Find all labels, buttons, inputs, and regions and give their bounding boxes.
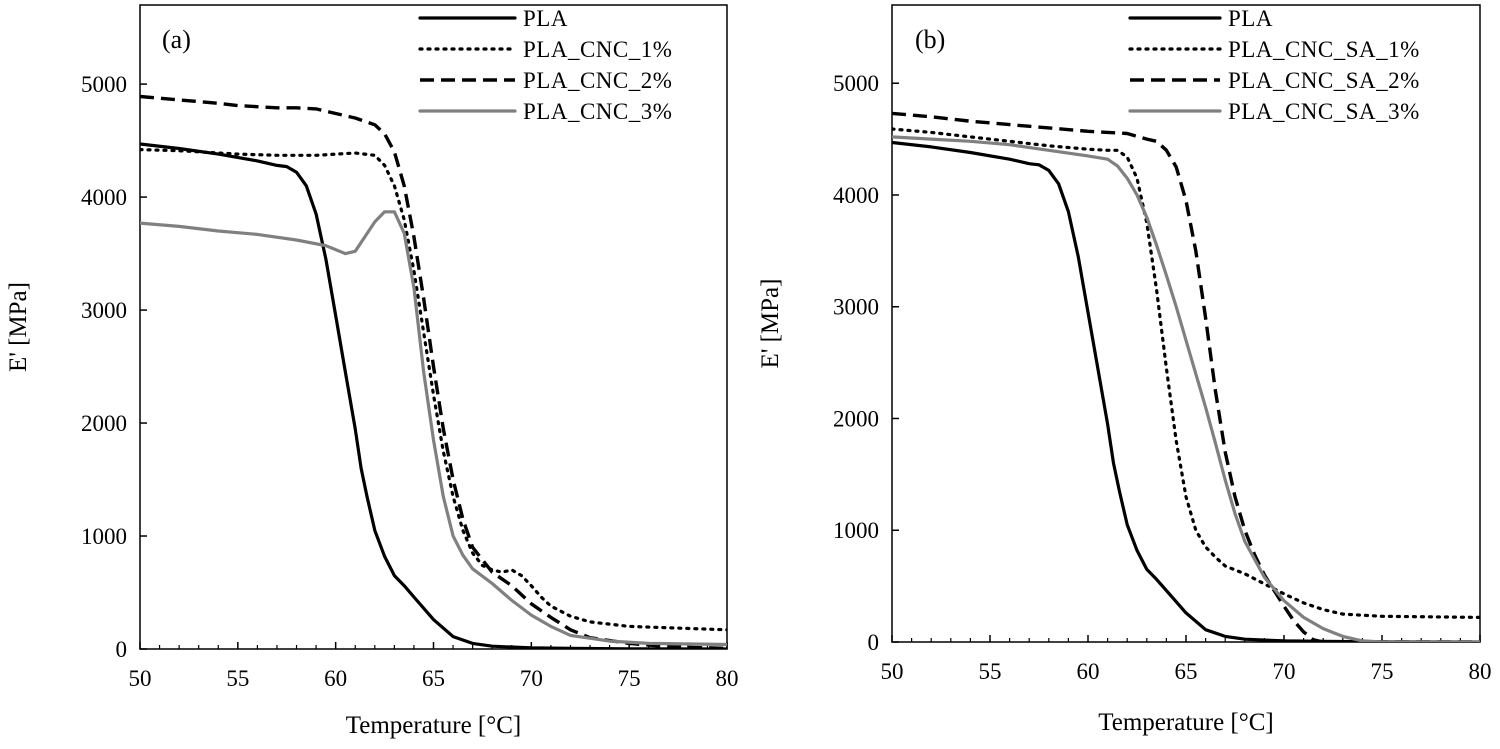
series-line-pla bbox=[140, 142, 727, 649]
series-line-pla bbox=[892, 140, 1480, 642]
legend-label: PLA_CNC_1% bbox=[523, 37, 672, 62]
legend-label: PLA_CNC_2% bbox=[523, 68, 672, 93]
y-tick-label: 5000 bbox=[833, 71, 879, 96]
x-tick-label: 60 bbox=[1077, 659, 1100, 684]
y-tick-label: 1000 bbox=[81, 524, 127, 549]
series-line-pla-cnc-sa-2 bbox=[892, 111, 1480, 642]
y-tick-label: 2000 bbox=[81, 411, 127, 436]
y-tick-label: 0 bbox=[116, 637, 128, 662]
x-tick-label: 75 bbox=[1371, 659, 1394, 684]
x-tick-label: 70 bbox=[520, 666, 543, 691]
legend: PLA PLA_CNC_SA_1% PLA_CNC_SA_2% PLA_CNC_SA_… bbox=[1128, 6, 1420, 124]
legend-label: PLA_CNC_SA_2% bbox=[1228, 68, 1420, 93]
series-line-pla-cnc-sa-1 bbox=[892, 127, 1480, 620]
series-line-pla-cnc-3 bbox=[140, 210, 727, 647]
legend-label: PLA_CNC_SA_3% bbox=[1228, 99, 1420, 124]
series-line-pla-cnc-2 bbox=[140, 94, 727, 649]
chart-panel-a: 50 55 60 65 70 75 80 0 1000 2000 3000 4000 5000 Tempe… bbox=[5, 4, 739, 739]
y-tick-label: 4000 bbox=[81, 185, 127, 210]
x-tick-label: 55 bbox=[979, 659, 1002, 684]
y-tick-label: 4000 bbox=[833, 183, 879, 208]
legend: PLA PLA_CNC_1% PLA_CNC_2% PLA_CNC_3% bbox=[418, 6, 672, 124]
panel-label: (b) bbox=[915, 25, 945, 54]
series-line-pla-cnc-sa-3 bbox=[892, 135, 1480, 642]
x-tick-label: 60 bbox=[324, 666, 347, 691]
panel-label: (a) bbox=[162, 25, 191, 54]
y-axis-title: E' [MPa] bbox=[757, 279, 784, 369]
y-tick-label: 3000 bbox=[81, 298, 127, 323]
legend-label: PLA bbox=[1228, 6, 1273, 31]
y-tick-label: 5000 bbox=[81, 72, 127, 97]
series-line-pla-cnc-1 bbox=[140, 148, 727, 632]
x-tick-label: 50 bbox=[881, 659, 904, 684]
x-tick-label: 70 bbox=[1273, 659, 1296, 684]
series-group bbox=[892, 111, 1480, 642]
y-tick-label: 1000 bbox=[833, 518, 879, 543]
chart-panel-b: 50 55 60 65 70 75 80 0 1000 2000 3000 4000 5000 Tempe… bbox=[757, 4, 1492, 736]
x-tick-label: 65 bbox=[422, 666, 445, 691]
x-tick-label: 65 bbox=[1175, 659, 1198, 684]
x-tick-label: 50 bbox=[129, 666, 152, 691]
x-tick-label: 80 bbox=[716, 666, 739, 691]
y-tick-label: 3000 bbox=[833, 295, 879, 320]
legend-label: PLA_CNC_3% bbox=[523, 99, 672, 124]
x-axis-title: Temperature [°C] bbox=[346, 712, 522, 739]
x-tick-label: 55 bbox=[226, 666, 249, 691]
y-tick-label: 2000 bbox=[833, 406, 879, 431]
x-axis-title: Temperature [°C] bbox=[1098, 709, 1274, 736]
y-tick-label: 0 bbox=[868, 630, 880, 655]
y-axis-title: E' [MPa] bbox=[5, 282, 32, 372]
x-tick-label: 80 bbox=[1469, 659, 1492, 684]
legend-label: PLA_CNC_SA_1% bbox=[1228, 37, 1420, 62]
legend-label: PLA bbox=[523, 6, 568, 31]
x-tick-label: 75 bbox=[618, 666, 641, 691]
series-group bbox=[140, 94, 727, 649]
